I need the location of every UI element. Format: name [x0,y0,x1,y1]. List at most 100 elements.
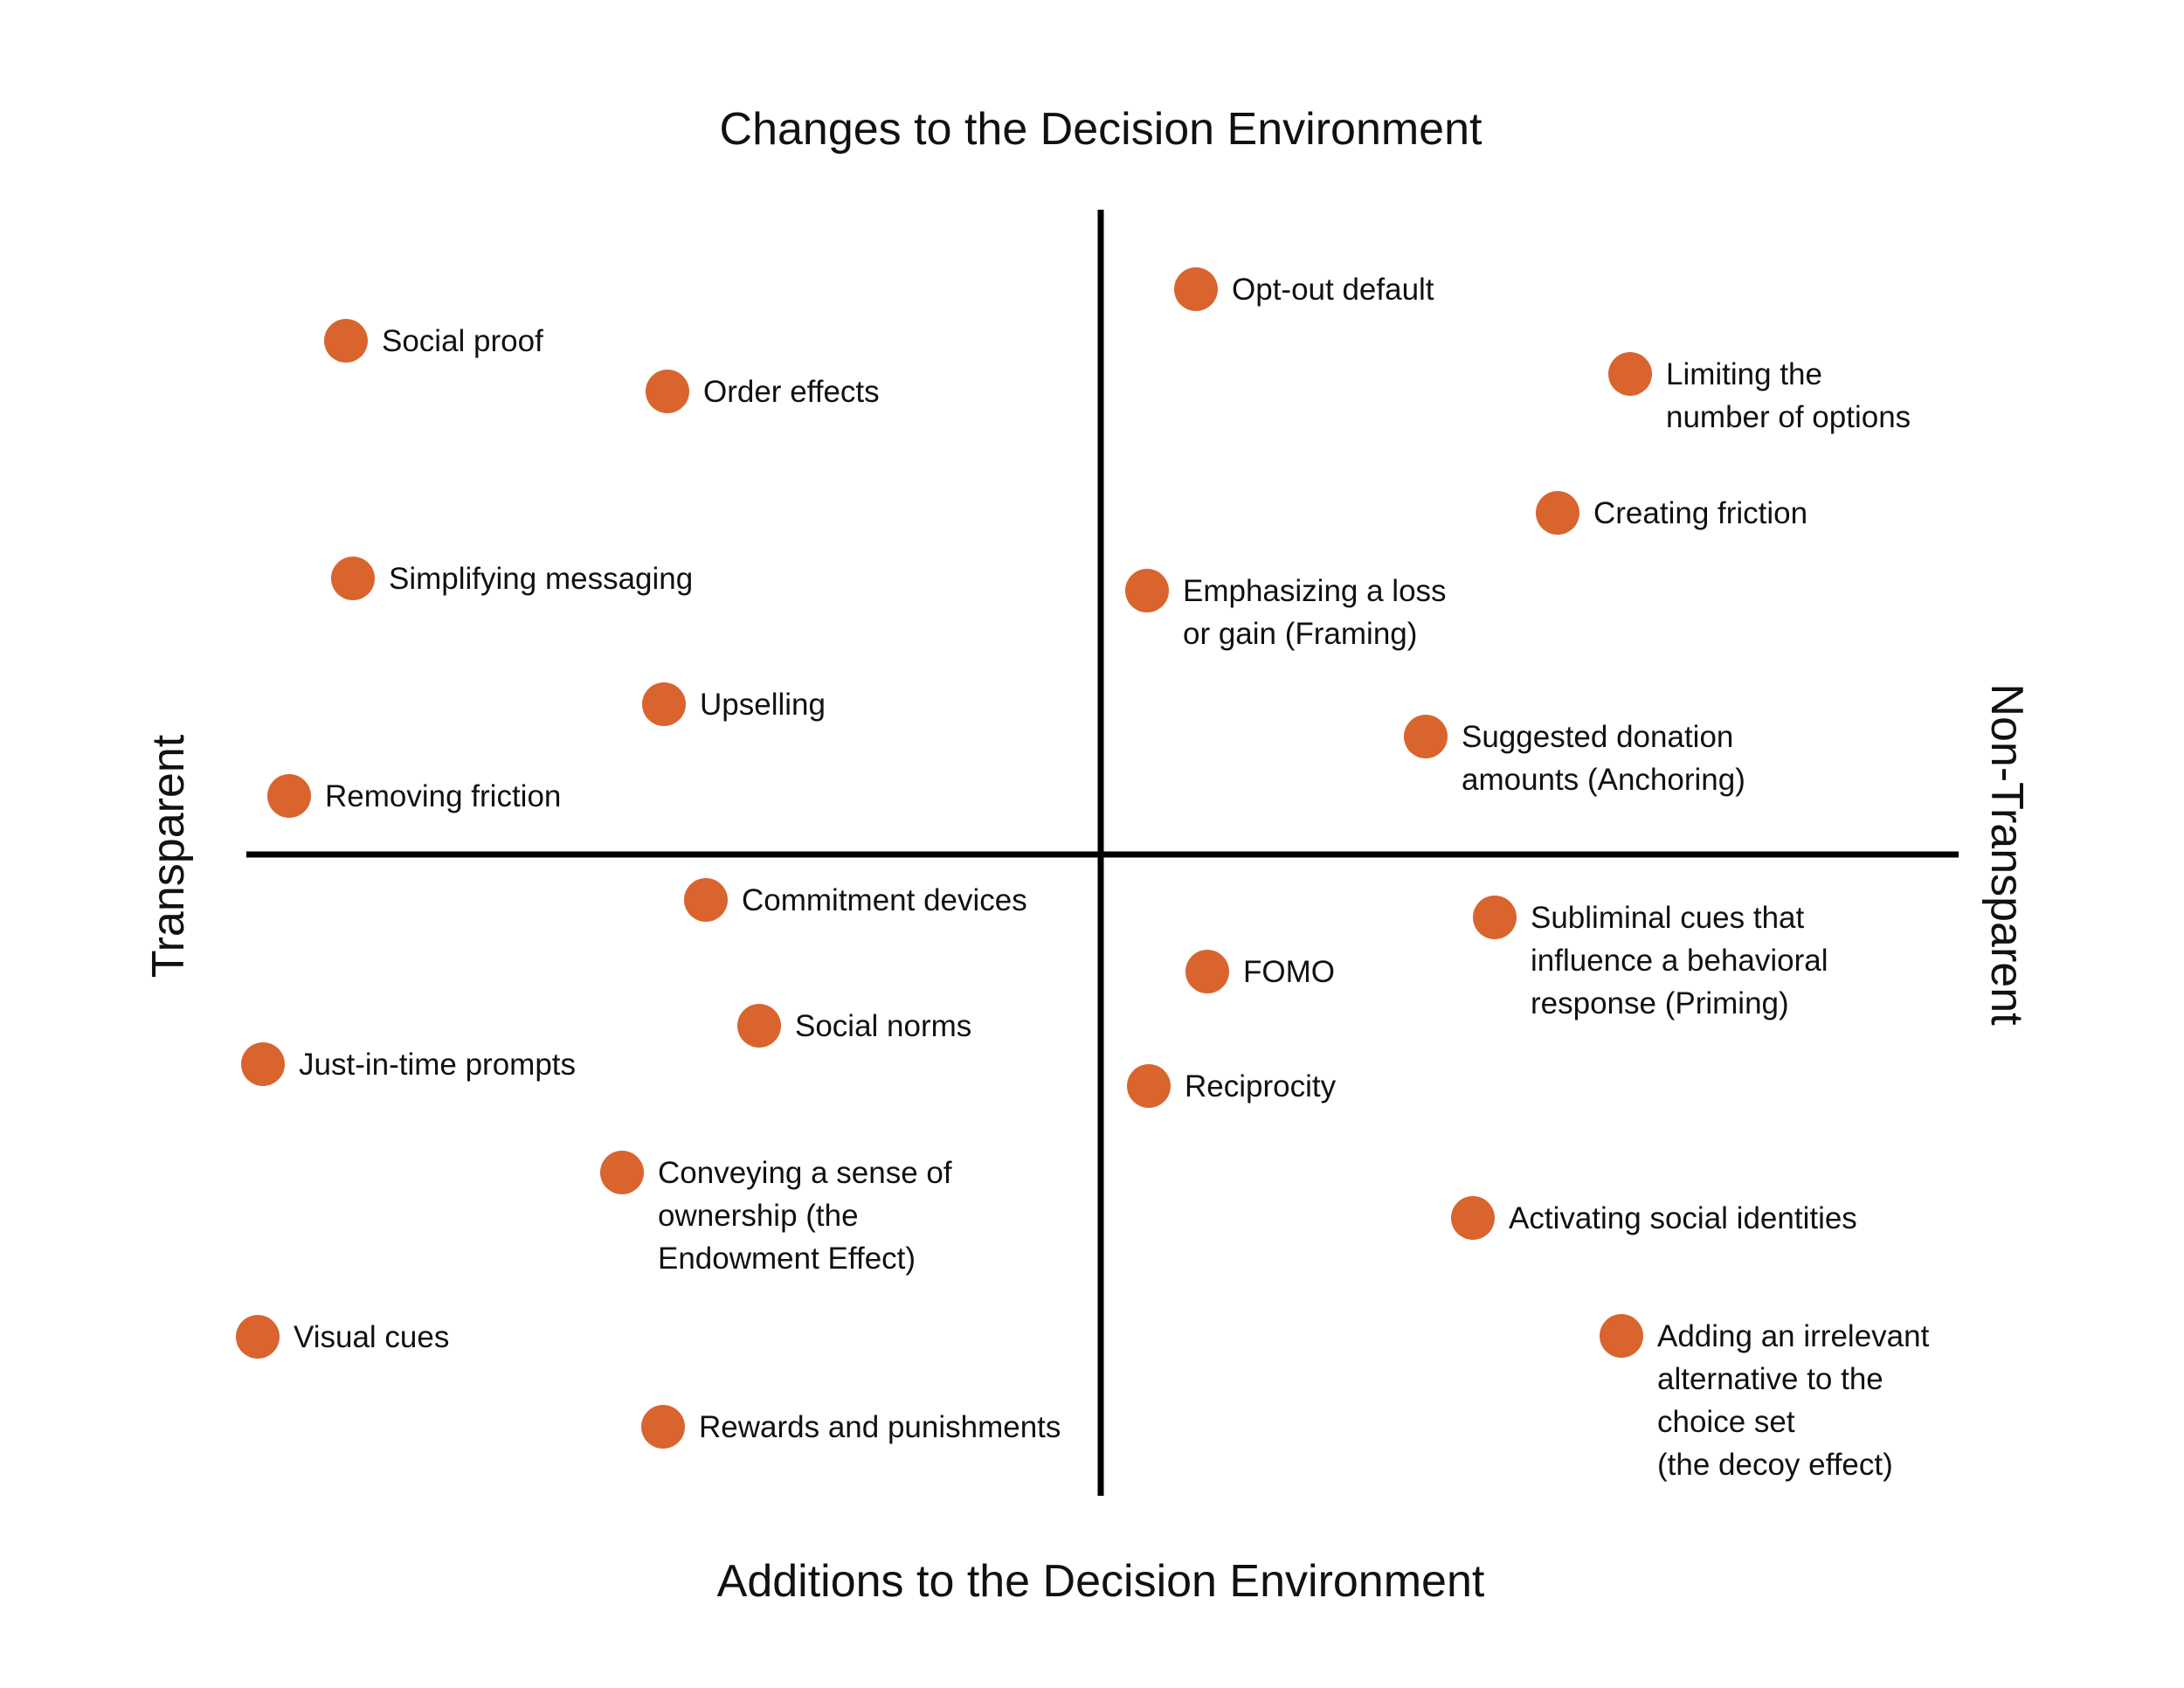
item-marker [267,774,311,818]
diagram-item-top-left-5: Removing friction [267,774,561,818]
diagram-item-bottom-right-2: FOMO [1185,950,1335,993]
items-layer: Social proof Order effects Simplifying mes… [236,267,1930,1482]
right-axis-title: Non-Transparent [1981,683,2032,1026]
item-label-line: FOMO [1243,955,1335,989]
item-label: Subliminal cues that influence a behavior… [1531,901,1828,1020]
item-marker [1451,1196,1495,1240]
diagram-item-top-right-1: Opt-out default [1174,267,1434,311]
item-marker [642,682,686,726]
item-label-line: Order effects [703,375,880,409]
diagram-item-top-right-3: Creating friction [1536,491,1807,535]
diagram-item-bottom-right-3: Reciprocity [1127,1064,1337,1108]
item-label: Social norms [795,1009,971,1043]
item-marker [1404,715,1448,758]
item-label: Removing friction [325,779,561,813]
item-label: Emphasizing a loss or gain (Framing) [1183,574,1447,651]
item-label-line: alternative to the [1657,1362,1883,1396]
item-label: Simplifying messaging [389,562,693,596]
item-marker [641,1405,685,1449]
item-marker [236,1315,280,1359]
item-marker [684,878,728,922]
item-label: Opt-out default [1232,273,1434,307]
item-label-line: Adding an irrelevant [1657,1319,1930,1353]
item-label-line: Commitment devices [742,883,1027,917]
item-marker [600,1151,644,1194]
diagram-item-top-right-5: Suggested donation amounts (Anchoring) [1404,715,1745,797]
item-label-line: Activating social identities [1509,1201,1857,1235]
item-label-line: amounts (Anchoring) [1462,763,1745,797]
item-label: Commitment devices [742,883,1027,917]
item-label-line: Subliminal cues that [1531,901,1804,935]
item-label-line: or gain (Framing) [1183,617,1417,651]
item-label: FOMO [1243,955,1335,989]
item-label: Rewards and punishments [699,1410,1061,1444]
item-label-line: choice set [1657,1405,1795,1439]
item-label-line: Removing friction [325,779,561,813]
diagram-item-top-left-1: Social proof [324,319,543,363]
item-label: Order effects [703,375,880,409]
item-label-line: response (Priming) [1531,986,1789,1020]
item-label: Social proof [382,324,543,358]
item-label-line: number of options [1666,400,1911,434]
item-label-line: Limiting the [1666,357,1822,391]
diagram-item-bottom-left-6: Rewards and punishments [641,1405,1061,1449]
item-label-line: Suggested donation [1462,720,1733,754]
item-label-line: Simplifying messaging [389,562,693,596]
diagram-item-bottom-left-2: Social norms [737,1004,971,1048]
item-marker [737,1004,781,1048]
item-marker [1608,352,1652,396]
item-label: Creating friction [1593,496,1807,530]
diagram-item-bottom-right-4: Activating social identities [1451,1196,1857,1240]
diagram-item-top-right-4: Emphasizing a loss or gain (Framing) [1125,569,1447,651]
item-marker [646,370,689,413]
left-axis-title: Transparent [143,734,194,978]
diagram-item-top-left-2: Order effects [646,370,880,413]
item-label: Just-in-time prompts [299,1048,576,1082]
item-label-line: Just-in-time prompts [299,1048,576,1082]
item-label-line: Creating friction [1593,496,1807,530]
item-label: Adding an irrelevant alternative to the ch… [1657,1319,1930,1482]
item-marker [1473,896,1517,939]
item-label: Reciprocity [1185,1069,1337,1103]
item-label-line: Endowment Effect) [658,1242,916,1276]
diagram-item-top-left-4: Upselling [642,682,826,726]
item-marker [324,319,368,363]
item-label-line: Upselling [700,688,826,722]
top-axis-title: Changes to the Decision Environment [720,104,1482,155]
item-marker [331,557,375,600]
diagram-item-bottom-left-5: Visual cues [236,1315,449,1359]
item-label: Activating social identities [1509,1201,1857,1235]
item-label: Visual cues [294,1320,449,1354]
item-marker [241,1042,285,1086]
diagram-item-bottom-right-1: Subliminal cues that influence a behavior… [1473,896,1828,1020]
item-label-line: Conveying a sense of [658,1156,952,1190]
item-label: Limiting the number of options [1666,357,1911,434]
item-label-line: Reciprocity [1185,1069,1337,1103]
diagram-item-bottom-left-3: Just-in-time prompts [241,1042,576,1086]
item-label: Conveying a sense of ownership (the Endowm… [658,1156,952,1276]
item-marker [1174,267,1218,311]
item-label: Suggested donation amounts (Anchoring) [1462,720,1745,797]
item-label-line: Rewards and punishments [699,1410,1061,1444]
item-label-line: Emphasizing a loss [1183,574,1447,608]
item-label-line: Opt-out default [1232,273,1434,307]
diagram-item-bottom-left-4: Conveying a sense of ownership (the Endowm… [600,1151,952,1276]
item-marker [1125,569,1169,612]
diagram-item-bottom-right-5: Adding an irrelevant alternative to the ch… [1600,1314,1930,1482]
bottom-axis-title: Additions to the Decision Environment [717,1556,1485,1607]
diagram-item-top-right-2: Limiting the number of options [1608,352,1911,434]
item-label-line: Social proof [382,324,543,358]
item-label-line: Social norms [795,1009,971,1043]
diagram-item-top-left-3: Simplifying messaging [331,557,693,600]
item-label-line: (the decoy effect) [1657,1448,1893,1482]
item-label-line: Visual cues [294,1320,449,1354]
item-marker [1185,950,1229,993]
item-label-line: influence a behavioral [1531,944,1828,978]
item-marker [1127,1064,1171,1108]
diagram-item-bottom-left-1: Commitment devices [684,878,1027,922]
item-marker [1536,491,1579,535]
item-label-line: ownership (the [658,1199,859,1233]
item-label: Upselling [700,688,826,722]
item-marker [1600,1314,1643,1358]
